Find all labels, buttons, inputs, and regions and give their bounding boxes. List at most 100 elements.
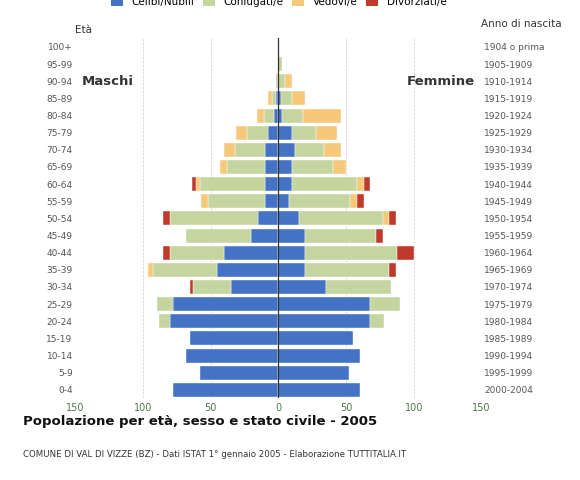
Bar xyxy=(289,194,350,208)
Bar xyxy=(278,126,292,140)
Bar xyxy=(201,194,208,208)
Bar xyxy=(278,383,360,397)
Bar xyxy=(383,211,389,226)
Bar xyxy=(278,211,299,226)
Bar xyxy=(200,366,278,380)
Bar xyxy=(148,263,153,277)
Bar xyxy=(170,211,258,226)
Bar xyxy=(278,91,281,106)
Bar xyxy=(278,143,295,157)
Bar xyxy=(265,143,278,157)
Bar xyxy=(157,297,173,311)
Bar xyxy=(173,383,278,397)
Bar xyxy=(282,108,303,122)
Bar xyxy=(265,160,278,174)
Bar xyxy=(371,297,400,311)
Bar xyxy=(397,246,414,260)
Bar xyxy=(278,331,353,346)
Bar xyxy=(218,263,278,277)
Bar xyxy=(267,91,271,106)
Bar xyxy=(265,194,278,208)
Bar xyxy=(278,194,289,208)
Bar xyxy=(278,108,282,122)
Bar xyxy=(276,74,278,88)
Bar xyxy=(247,126,267,140)
Bar xyxy=(170,314,278,328)
Bar xyxy=(306,246,397,260)
Bar xyxy=(153,263,218,277)
Bar xyxy=(357,194,364,208)
Bar xyxy=(235,143,265,157)
Bar xyxy=(278,57,282,71)
Bar xyxy=(306,263,389,277)
Bar xyxy=(227,160,265,174)
Bar xyxy=(278,263,306,277)
Bar xyxy=(237,126,247,140)
Bar xyxy=(278,280,326,294)
Text: Maschi: Maschi xyxy=(82,75,134,88)
Bar xyxy=(303,108,340,122)
Bar xyxy=(324,143,340,157)
Bar xyxy=(292,160,332,174)
Bar xyxy=(231,280,278,294)
Text: COMUNE DI VAL DI VIZZE (BZ) - Dati ISTAT 1° gennaio 2005 - Elaborazione TUTTITAL: COMUNE DI VAL DI VIZZE (BZ) - Dati ISTAT… xyxy=(23,450,407,459)
Bar xyxy=(376,228,383,242)
Bar xyxy=(299,211,383,226)
Bar xyxy=(357,177,364,191)
Bar xyxy=(160,314,170,328)
Bar xyxy=(193,280,231,294)
Bar xyxy=(389,211,396,226)
Bar xyxy=(292,91,306,106)
Bar xyxy=(251,228,278,242)
Bar xyxy=(281,91,292,106)
Bar xyxy=(267,126,278,140)
Bar xyxy=(192,177,196,191)
Bar xyxy=(316,126,336,140)
Bar xyxy=(371,314,384,328)
Bar xyxy=(364,177,371,191)
Bar xyxy=(278,160,292,174)
Bar xyxy=(326,280,391,294)
Bar xyxy=(350,194,357,208)
Bar xyxy=(278,177,292,191)
Bar xyxy=(265,177,278,191)
Bar xyxy=(200,177,265,191)
Text: Femmine: Femmine xyxy=(407,75,474,88)
Bar xyxy=(224,143,235,157)
Bar xyxy=(278,228,306,242)
Bar xyxy=(295,143,324,157)
Bar xyxy=(258,211,278,226)
Bar xyxy=(332,160,346,174)
Bar xyxy=(190,280,193,294)
Text: Età: Età xyxy=(75,25,92,35)
Bar xyxy=(164,246,170,260)
Bar xyxy=(278,246,306,260)
Bar xyxy=(190,331,278,346)
Bar xyxy=(271,91,275,106)
Bar xyxy=(257,108,263,122)
Bar xyxy=(292,177,357,191)
Bar xyxy=(224,246,278,260)
Bar xyxy=(170,246,224,260)
Bar xyxy=(278,297,371,311)
Bar xyxy=(186,348,278,362)
Bar xyxy=(196,177,200,191)
Bar xyxy=(186,228,251,242)
Bar xyxy=(220,160,227,174)
Text: Popolazione per età, sesso e stato civile - 2005: Popolazione per età, sesso e stato civil… xyxy=(23,415,378,428)
Bar xyxy=(263,108,274,122)
Bar xyxy=(278,366,349,380)
Bar xyxy=(285,74,292,88)
Bar xyxy=(389,263,396,277)
Bar xyxy=(164,211,170,226)
Bar xyxy=(278,314,371,328)
Bar xyxy=(278,74,285,88)
Legend: Celibi/Nubili, Coniugati/e, Vedovi/e, Divorziati/e: Celibi/Nubili, Coniugati/e, Vedovi/e, Di… xyxy=(111,0,446,7)
Bar xyxy=(173,297,278,311)
Text: Anno di nascita: Anno di nascita xyxy=(481,19,562,29)
Bar xyxy=(278,348,360,362)
Bar xyxy=(276,91,278,106)
Bar xyxy=(306,228,376,242)
Bar xyxy=(274,108,278,122)
Bar xyxy=(292,126,316,140)
